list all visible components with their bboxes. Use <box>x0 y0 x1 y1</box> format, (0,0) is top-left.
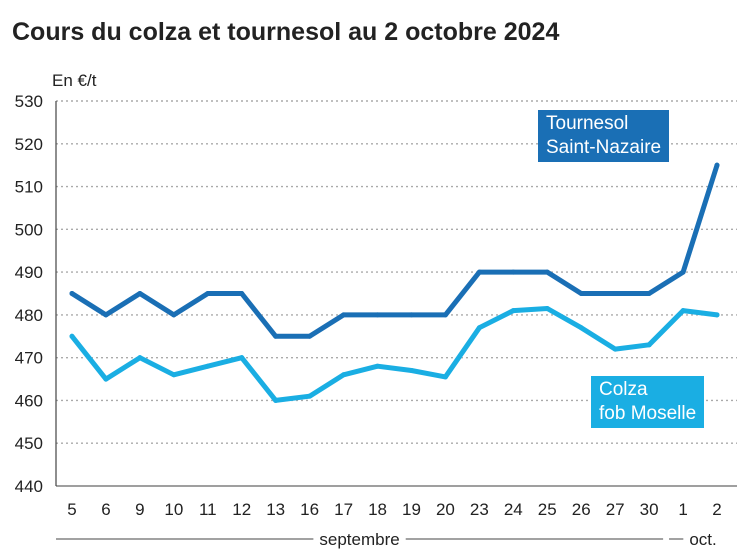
data-point <box>476 269 482 275</box>
x-tick-label: 26 <box>572 500 591 519</box>
data-point <box>578 325 584 331</box>
data-point <box>239 291 245 296</box>
data-point <box>137 291 143 296</box>
data-point <box>273 333 279 339</box>
x-tick-label: 20 <box>436 500 455 519</box>
data-point <box>341 312 347 318</box>
legend-tournesol-line1: Tournesol <box>546 113 629 134</box>
y-tick-label: 490 <box>15 263 43 282</box>
data-point <box>612 291 618 296</box>
data-point <box>612 346 618 352</box>
x-axis-ticks: 5 6 9 10 11 12 13 16 17 18 19 20 23 24 25 26 27 30 1 2 <box>67 500 721 519</box>
x-tick-label: 6 <box>101 500 110 519</box>
data-point <box>239 355 245 361</box>
legend-colza-line2: fob Moselle <box>599 403 697 424</box>
data-point <box>544 305 550 311</box>
legend-colza-line1: Colza <box>599 379 648 400</box>
data-point <box>510 308 516 314</box>
month-labels: septembre oct. <box>56 530 717 549</box>
x-tick-label: 2 <box>712 500 721 519</box>
y-tick-label: 530 <box>15 92 43 111</box>
data-point <box>646 342 652 348</box>
data-point <box>273 397 279 403</box>
data-point <box>341 372 347 378</box>
data-point <box>442 312 448 318</box>
x-tick-label: 24 <box>504 500 523 519</box>
y-axis-ticks: 530 520 510 500 490 480 470 460 450 440 <box>15 92 43 496</box>
y-tick-label: 480 <box>15 306 43 325</box>
x-tick-label: 27 <box>606 500 625 519</box>
x-tick-label: 25 <box>538 500 557 519</box>
data-point <box>408 312 414 318</box>
legend-tournesol: Tournesol Saint-Nazaire <box>538 110 670 162</box>
y-tick-label: 520 <box>15 135 43 154</box>
series-lines <box>69 162 720 403</box>
data-point <box>69 291 75 296</box>
data-point <box>646 291 652 296</box>
x-tick-label: 12 <box>232 500 251 519</box>
data-point <box>103 376 109 382</box>
x-tick-label: 17 <box>334 500 353 519</box>
data-point <box>544 269 550 275</box>
series-line-colza <box>69 306 720 403</box>
x-tick-label: 19 <box>402 500 421 519</box>
data-point <box>137 355 143 361</box>
data-point <box>714 162 720 168</box>
legend-colza: Colza fob Moselle <box>591 376 705 428</box>
y-tick-label: 450 <box>15 434 43 453</box>
data-point <box>171 372 177 378</box>
x-tick-label: 23 <box>470 500 489 519</box>
y-tick-label: 460 <box>15 391 43 410</box>
data-point <box>408 368 414 373</box>
series-line-tournesol <box>69 162 720 339</box>
data-point <box>442 374 448 380</box>
data-point <box>205 363 211 369</box>
data-point <box>103 312 109 318</box>
x-tick-label: 10 <box>164 500 183 519</box>
data-point <box>680 269 686 275</box>
data-point <box>69 333 75 339</box>
data-point <box>510 269 516 275</box>
y-tick-label: 510 <box>15 178 43 197</box>
x-tick-label: 30 <box>640 500 659 519</box>
x-tick-label: 5 <box>67 500 76 519</box>
chart-title: Cours du colza et tournesol au 2 octobre… <box>12 18 560 46</box>
month-label: oct. <box>689 530 716 549</box>
y-tick-label: 440 <box>15 477 43 496</box>
gridlines <box>55 100 737 487</box>
x-tick-label: 1 <box>678 500 687 519</box>
x-tick-label: 9 <box>135 500 144 519</box>
y-tick-label: 500 <box>15 220 43 239</box>
data-point <box>375 363 381 369</box>
data-point <box>307 393 313 399</box>
x-tick-label: 16 <box>300 500 319 519</box>
data-point <box>375 312 381 318</box>
data-point <box>171 312 177 318</box>
y-axis-unit-label: En €/t <box>52 71 97 90</box>
data-point <box>680 308 686 314</box>
legend-tournesol-line2: Saint-Nazaire <box>546 137 662 158</box>
x-tick-label: 18 <box>368 500 387 519</box>
data-point <box>714 312 720 318</box>
data-point <box>205 291 211 296</box>
x-tick-label: 11 <box>199 500 217 519</box>
data-point <box>476 325 482 331</box>
month-label: septembre <box>319 530 399 549</box>
y-tick-label: 470 <box>15 349 43 368</box>
x-tick-label: 13 <box>266 500 285 519</box>
data-point <box>307 333 313 339</box>
data-point <box>578 291 584 296</box>
